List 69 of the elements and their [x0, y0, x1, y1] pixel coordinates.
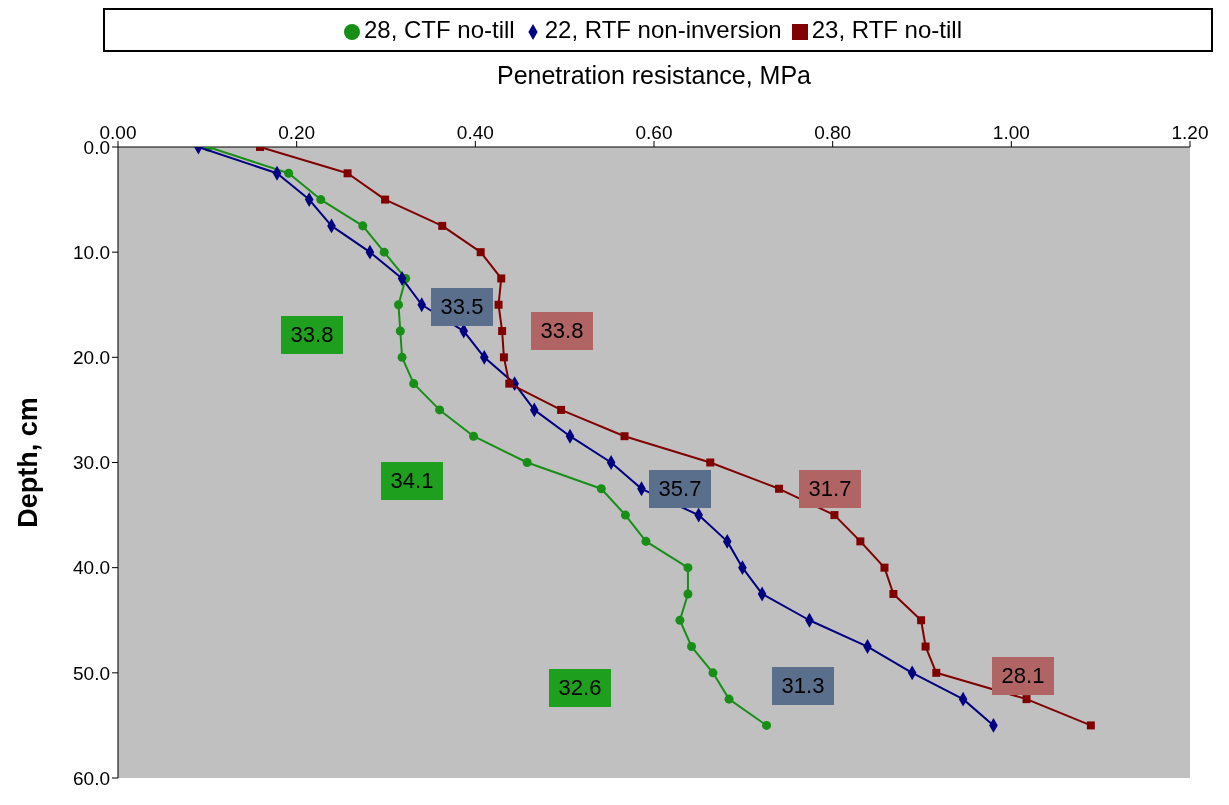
point	[830, 511, 839, 520]
legend-label: 23, RTF no-till	[811, 16, 962, 43]
point	[499, 353, 508, 362]
point	[557, 405, 566, 414]
point	[1086, 721, 1095, 730]
point	[932, 668, 941, 677]
point	[708, 668, 718, 678]
point	[683, 589, 693, 599]
point	[687, 642, 697, 652]
point	[620, 510, 630, 520]
x-axis-title: Penetration resistance, MPa	[496, 60, 812, 89]
note-box: 33.8	[281, 316, 343, 354]
point	[775, 484, 784, 493]
point	[284, 168, 294, 178]
x-tick-label: 0.60	[635, 122, 673, 143]
note-box: 35.7	[649, 470, 711, 508]
point	[522, 457, 532, 468]
point	[856, 537, 865, 546]
note-box: 28.1	[992, 657, 1054, 695]
y-axis-title: Depth, cm	[13, 397, 43, 528]
x-tick-label: 1.00	[992, 122, 1030, 143]
point	[921, 642, 930, 651]
note-box: 34.1	[381, 462, 443, 500]
point	[675, 615, 685, 625]
point	[497, 274, 506, 283]
legend-label: 28, CTF no-till	[364, 16, 515, 43]
point	[435, 405, 445, 415]
point	[469, 431, 479, 441]
y-tick-label: 10.0	[73, 241, 110, 263]
legend-label: 22, RTF non-inversion	[544, 16, 782, 43]
point	[620, 432, 629, 441]
x-tick-label: 0.20	[278, 122, 316, 143]
point	[316, 195, 326, 205]
point	[1022, 695, 1031, 704]
note-box: 31.7	[799, 470, 861, 508]
y-tick-label: 40.0	[73, 557, 110, 579]
point	[498, 327, 507, 336]
point	[683, 563, 693, 573]
x-tick-label: 1.20	[1171, 122, 1209, 143]
point	[706, 458, 715, 467]
note-box: 31.3	[772, 667, 834, 705]
point	[358, 221, 368, 231]
note-box: 33.8	[531, 312, 593, 350]
point	[476, 248, 485, 257]
point	[596, 484, 606, 494]
point	[395, 326, 405, 336]
point	[724, 694, 734, 704]
y-tick-label: 20.0	[73, 347, 110, 369]
point	[438, 221, 447, 230]
point	[343, 169, 352, 178]
note-box: 32.6	[549, 669, 611, 707]
point	[505, 379, 514, 388]
x-tick-label: 0.80	[814, 122, 852, 143]
note-box: 33.5	[431, 288, 493, 326]
point	[409, 379, 419, 389]
point	[379, 247, 389, 257]
point	[494, 300, 503, 309]
point	[397, 352, 407, 362]
point	[762, 720, 772, 730]
point	[917, 616, 926, 625]
y-tick-label: 60.0	[73, 767, 110, 789]
y-tick-label: 50.0	[73, 662, 110, 684]
point	[880, 563, 889, 572]
point	[381, 195, 390, 204]
point	[889, 589, 898, 598]
point	[641, 536, 651, 546]
point	[393, 300, 404, 310]
y-tick-label: 30.0	[73, 452, 110, 474]
x-tick-label: 0.40	[456, 122, 494, 143]
